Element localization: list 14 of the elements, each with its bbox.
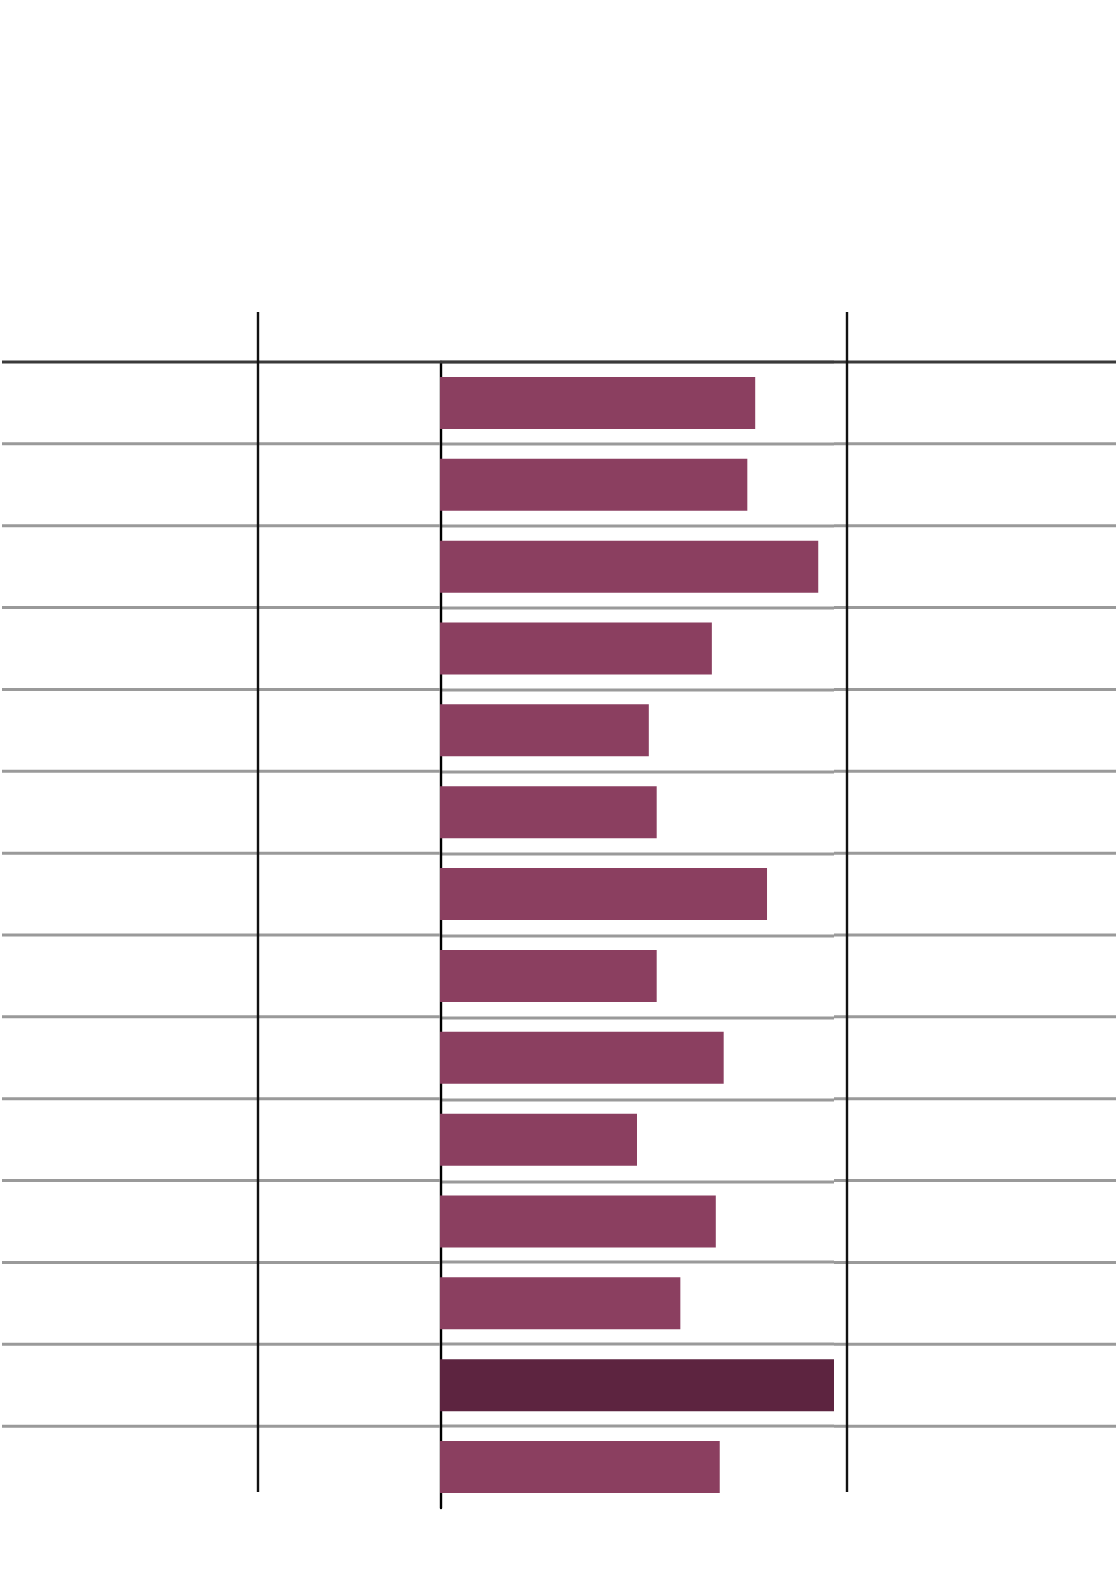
bar <box>440 540 819 593</box>
bar <box>440 1359 834 1412</box>
bar <box>440 704 649 757</box>
bar <box>440 868 768 921</box>
bar <box>440 1031 724 1084</box>
bar <box>440 458 748 511</box>
bar <box>440 1113 637 1166</box>
bar <box>440 622 712 675</box>
bar <box>440 1277 681 1330</box>
bar <box>440 376 756 429</box>
bar <box>440 1195 716 1248</box>
bar <box>440 786 657 839</box>
bar <box>440 949 657 1002</box>
bar <box>440 1441 720 1494</box>
